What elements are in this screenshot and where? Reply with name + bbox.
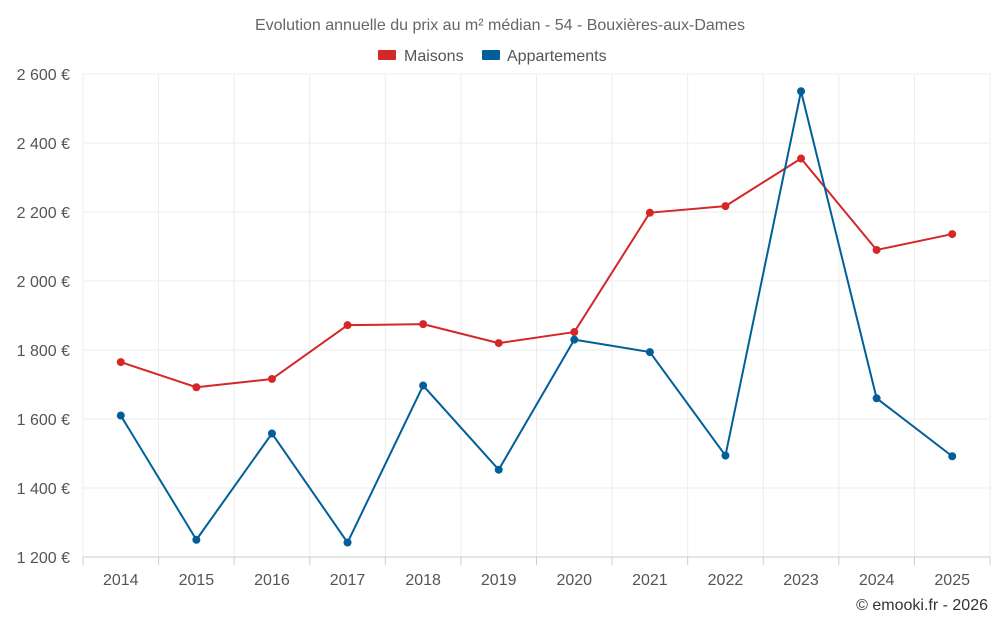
data-point-appartements[interactable]	[419, 381, 428, 390]
data-point-appartements[interactable]	[116, 411, 125, 420]
legend-label-maisons[interactable]: Maisons	[404, 48, 464, 65]
data-point-appartements[interactable]	[343, 538, 352, 547]
series	[116, 87, 957, 547]
series-line-maisons	[120, 157, 953, 389]
data-point-maisons[interactable]	[419, 320, 428, 329]
data-point-appartements[interactable]	[872, 394, 881, 403]
x-tick-label: 2021	[632, 572, 668, 589]
data-point-appartements[interactable]	[721, 451, 730, 460]
x-tick-label: 2022	[708, 572, 744, 589]
data-point-appartements[interactable]	[645, 348, 654, 357]
legend-swatch-appartements[interactable]	[482, 50, 500, 60]
y-tick-label: 1 400 €	[17, 481, 70, 498]
data-point-appartements[interactable]	[494, 465, 503, 474]
x-tick-label: 2014	[103, 572, 139, 589]
series-line-appartements	[119, 90, 953, 544]
data-point-appartements[interactable]	[192, 535, 201, 544]
credit-text: © emooki.fr - 2026	[856, 597, 988, 614]
data-point-appartements[interactable]	[948, 452, 957, 461]
y-tick-label: 1 200 €	[17, 550, 70, 567]
axes: 1 200 € 1 400 € 1 600 € 1 800 € 2 000 € 2 200…	[17, 67, 991, 589]
data-point-maisons[interactable]	[494, 339, 503, 348]
data-point-maisons[interactable]	[872, 245, 881, 254]
x-tick-label: 2024	[859, 572, 895, 589]
data-point-maisons[interactable]	[948, 230, 957, 239]
y-tick-label: 2 400 €	[17, 136, 70, 153]
legend: Maisons Appartements	[378, 48, 607, 65]
data-point-maisons[interactable]	[116, 358, 125, 367]
data-point-appartements[interactable]	[570, 335, 579, 344]
x-tick-label: 2015	[179, 572, 215, 589]
y-tick-label: 2 200 €	[17, 205, 70, 222]
x-tick-label: 2018	[405, 572, 441, 589]
data-point-maisons[interactable]	[721, 202, 730, 211]
x-tick-label: 2023	[783, 572, 819, 589]
x-tick-label: 2019	[481, 572, 517, 589]
data-point-maisons[interactable]	[797, 154, 806, 163]
legend-label-appartements[interactable]: Appartements	[507, 48, 607, 65]
data-point-maisons[interactable]	[570, 328, 579, 337]
data-point-maisons[interactable]	[343, 321, 352, 330]
legend-swatch-maisons[interactable]	[378, 50, 396, 60]
y-tick-label: 1 600 €	[17, 412, 70, 429]
data-point-maisons[interactable]	[267, 374, 276, 383]
data-point-maisons[interactable]	[645, 208, 654, 217]
data-point-appartements[interactable]	[267, 429, 276, 438]
chart-title: Evolution annuelle du prix au m² médian …	[255, 17, 745, 34]
data-point-appartements[interactable]	[797, 87, 806, 96]
y-tick-label: 2 600 €	[17, 67, 70, 84]
x-tick-label: 2016	[254, 572, 290, 589]
grid	[82, 73, 991, 558]
x-tick-label: 2017	[330, 572, 366, 589]
x-tick-label: 2020	[556, 572, 592, 589]
y-tick-label: 2 000 €	[17, 274, 70, 291]
data-point-maisons[interactable]	[192, 383, 201, 392]
y-tick-label: 1 800 €	[17, 343, 70, 360]
x-tick-label: 2025	[934, 572, 970, 589]
